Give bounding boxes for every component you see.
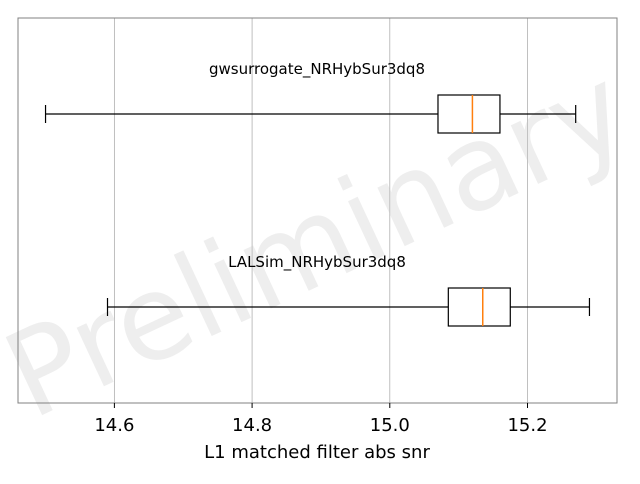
boxes-layer: gwsurrogate_NRHybSur3dq8 LALSim_NRHybSur3… xyxy=(44,60,591,327)
x-tick-label: 14.6 xyxy=(94,415,134,436)
x-tick-label: 15.0 xyxy=(370,415,410,436)
ticks-layer: 14.6 14.8 15.0 15.2 xyxy=(94,403,548,436)
box-series: LALSim_NRHybSur3dq8 xyxy=(106,253,591,327)
iqr-box xyxy=(437,94,501,134)
plot-frame xyxy=(17,17,618,404)
x-axis-label: L1 matched filter abs snr xyxy=(204,442,430,463)
x-tick-label: 15.2 xyxy=(507,415,547,436)
iqr-box xyxy=(447,287,511,327)
box-series: gwsurrogate_NRHybSur3dq8 xyxy=(44,60,577,134)
series-label: gwsurrogate_NRHybSur3dq8 xyxy=(209,60,425,79)
series-label: LALSim_NRHybSur3dq8 xyxy=(228,253,406,272)
watermark-text: Preliminary xyxy=(0,39,640,446)
grid-layer xyxy=(113,18,528,403)
watermark-layer: Preliminary xyxy=(0,39,640,446)
x-tick-label: 14.8 xyxy=(232,415,272,436)
